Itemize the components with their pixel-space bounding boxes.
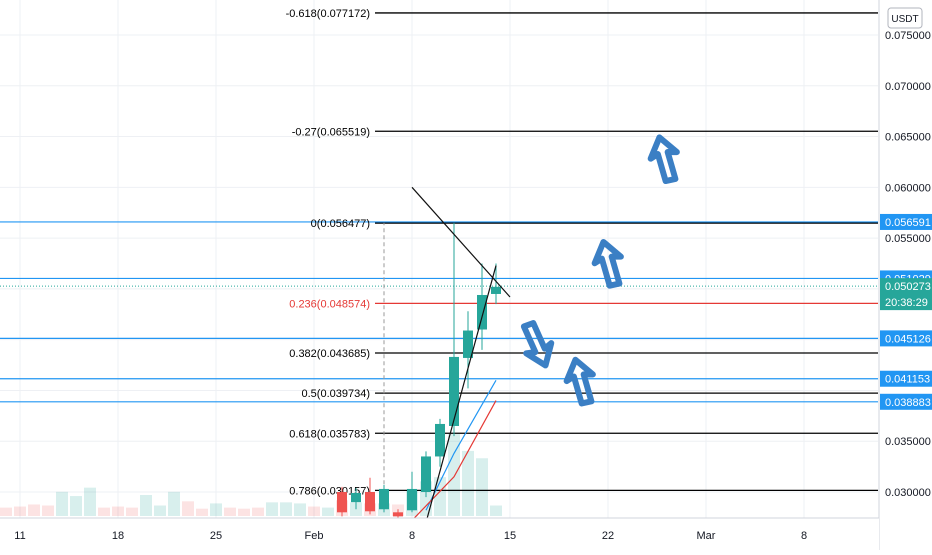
arrow-up-icon — [563, 356, 596, 407]
candle-body — [421, 456, 431, 492]
fib-level-label: -0.618(0.077172) — [286, 8, 370, 20]
volume-bar — [0, 507, 12, 516]
moving-average-line — [411, 400, 497, 521]
candle-body — [365, 492, 375, 512]
volume-bar — [280, 502, 292, 516]
trendline — [425, 265, 497, 523]
countdown-timer: 20:38:29 — [885, 297, 928, 309]
price-axis-tick: 0.075000 — [885, 30, 931, 42]
time-axis-panel — [0, 518, 879, 550]
last-price-label: 0.050273 — [885, 281, 931, 293]
price-axis-tick: 0.065000 — [885, 132, 931, 144]
volume-bar — [182, 501, 194, 516]
candle-body — [491, 286, 501, 294]
volume-bar — [70, 496, 82, 516]
volume-bar — [14, 506, 26, 516]
volume-bar — [140, 495, 152, 516]
volume-bar — [476, 458, 488, 516]
volume-bar — [294, 503, 306, 516]
volume-bar — [266, 502, 278, 516]
moving-average-line — [425, 379, 497, 511]
fibonacci-levels: -0.618(0.077172) -0.27(0.065519) 0(0.05647… — [286, 8, 878, 497]
candle-body — [407, 488, 417, 511]
candle-body — [449, 356, 459, 426]
fib-level-label: 0.382(0.043685) — [289, 348, 370, 360]
candles — [337, 222, 501, 520]
price-badge — [880, 370, 932, 387]
volume-bar — [308, 506, 320, 516]
volume-bar — [168, 491, 180, 516]
fib-level-label: -0.27(0.065519) — [292, 126, 370, 138]
volume-bar — [154, 505, 166, 516]
volume-bar — [210, 503, 222, 516]
horizontal-lines — [0, 221, 878, 403]
time-axis-tick: Mar — [697, 530, 716, 542]
price-axis-tick: 0.070000 — [885, 81, 931, 93]
fib-level-label: 0.5(0.039734) — [302, 388, 371, 400]
candle-body — [393, 512, 403, 517]
grid — [0, 0, 878, 518]
volume-bar — [42, 505, 54, 516]
arrow-down-icon — [520, 320, 555, 369]
price-badge — [880, 213, 932, 230]
volume-bar — [322, 507, 334, 516]
time-axis-tick: 18 — [112, 530, 124, 542]
price-badge — [880, 393, 932, 410]
currency-badge[interactable] — [887, 7, 923, 29]
candle-body — [477, 294, 487, 330]
volume-bar — [462, 450, 474, 516]
price-badge — [880, 330, 932, 347]
volume-bar — [238, 508, 250, 516]
volume-bar — [224, 507, 236, 516]
arrow-up-icon — [591, 238, 624, 289]
volume-bar — [84, 487, 96, 516]
time-axis-tick: 8 — [801, 530, 807, 542]
volume-bar — [490, 505, 502, 516]
volume-bar — [98, 507, 110, 516]
volume-bar — [196, 508, 208, 516]
price-badge-label: 0.038883 — [885, 397, 931, 409]
volume-bar — [112, 506, 124, 516]
time-axis-tick: 22 — [602, 530, 614, 542]
candle-body — [463, 330, 473, 358]
volume-bar — [28, 504, 40, 516]
price-axis-tick: 0.060000 — [885, 182, 931, 194]
volume-bar — [56, 491, 68, 516]
candle-body — [435, 423, 445, 457]
candle-body — [351, 493, 361, 503]
arrow-up-icon — [647, 134, 680, 185]
volume-bars — [0, 434, 502, 516]
volume-bar — [448, 434, 460, 516]
price-axis-tick: 0.055000 — [885, 233, 931, 245]
last-price-badge — [880, 278, 932, 311]
fib-level-label: 0.786(0.030157) — [289, 485, 370, 497]
trendline — [411, 186, 511, 298]
price-axis-tick: 0.030000 — [885, 487, 931, 499]
fib-level-label: 0.618(0.035783) — [289, 428, 370, 440]
time-axis-tick: 8 — [409, 530, 415, 542]
price-badge-label: 0.056591 — [885, 217, 931, 229]
time-axis-tick: 15 — [504, 530, 516, 542]
volume-bar — [126, 507, 138, 516]
price-axis-tick: 0.035000 — [885, 436, 931, 448]
price-badge-label: 0.045126 — [885, 333, 931, 345]
fib-level-label: 0(0.056477) — [311, 218, 370, 230]
fib-level-label: 0.236(0.048574) — [289, 298, 370, 310]
time-axis-tick: Feb — [305, 530, 324, 542]
price-badge-label: 0.041153 — [885, 374, 930, 386]
time-axis-tick: 25 — [210, 530, 222, 542]
time-axis-tick: 11 — [14, 530, 25, 542]
candle-body — [337, 492, 347, 513]
volume-bar — [252, 507, 264, 516]
candle-body — [379, 488, 389, 510]
currency-label: USDT — [891, 14, 918, 25]
